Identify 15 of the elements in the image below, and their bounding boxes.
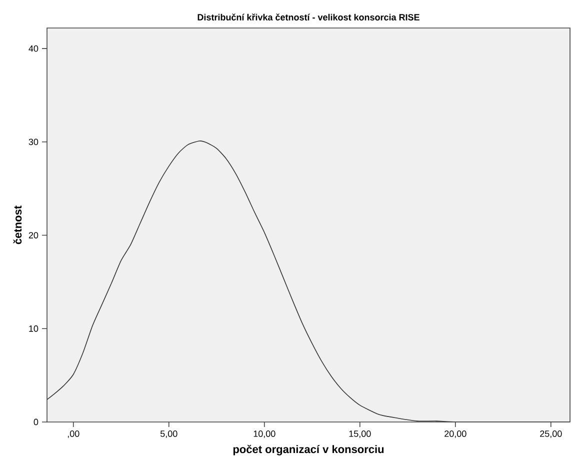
y-tick-label: 40 [28,45,38,52]
y-axis-title: četnost [13,206,22,244]
x-tick-label: 25,00 [540,430,562,438]
x-tick-label: 15,00 [349,430,371,438]
y-tick-label: 30 [28,138,38,146]
line-series [47,140,570,422]
chart-title: Distribuční křivka četností - velikost konsorcia RISE [198,14,420,20]
y-tick-label: 0 [34,418,38,426]
x-tick-label: 5,00 [160,430,178,438]
y-tick-label: 10 [29,325,38,332]
y-tick-label: 20 [28,232,38,238]
x-axis-title: počet organizací v konsorciu [233,444,384,456]
x-tick-label: 10,00 [254,430,276,438]
x-tick-label: ,00 [68,430,80,438]
x-tick-label: 20,00 [444,430,466,438]
